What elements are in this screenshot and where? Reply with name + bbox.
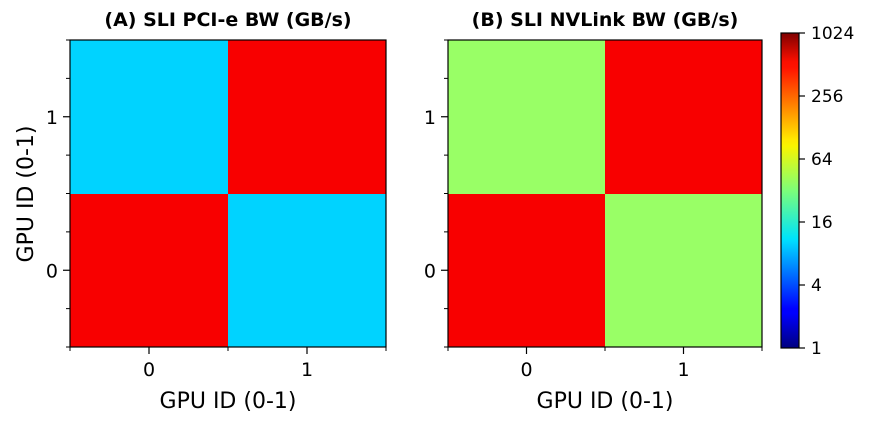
x-tick-label: 1 [677, 359, 689, 381]
panel-b-title: (B) SLI NVLink BW (GB/s) [472, 9, 739, 31]
colorbar-tick-label: 1 [811, 339, 822, 359]
panel-a-title: (A) SLI PCI-e BW (GB/s) [104, 9, 351, 31]
colorbar-tick-label: 64 [811, 150, 833, 170]
y-tick-label: 0 [424, 260, 436, 282]
x-tick-label: 1 [301, 359, 313, 381]
y-ticks: 01 [46, 39, 70, 348]
heatmap-cell [605, 193, 763, 348]
colorbar-tick-label: 16 [811, 213, 833, 233]
colorbar-ticks: 1 4 16 64 256 1024 [799, 24, 854, 359]
x-tick-label: 0 [520, 359, 532, 381]
y-tick-label: 1 [46, 107, 58, 129]
colorbar-tick-label: 1024 [811, 24, 854, 44]
y-tick-label: 0 [46, 260, 58, 282]
heatmap-cell [448, 193, 606, 348]
panel-b-x-axis-label: GPU ID (0-1) [537, 389, 674, 414]
panel-a-y-axis-label: GPU ID (0-1) [14, 126, 39, 263]
y-tick-label: 1 [424, 107, 436, 129]
colorbar-gradient [780, 32, 800, 349]
panel-a-x-axis-label: GPU ID (0-1) [160, 389, 297, 414]
heatmap-cell [228, 193, 387, 348]
colorbar-tick-label: 256 [811, 87, 843, 107]
colorbar: 1 4 16 64 256 1024 [780, 24, 854, 359]
heatmap-cell [70, 193, 229, 348]
heatmap-cell [70, 40, 229, 194]
heatmap-cell [605, 40, 763, 194]
heatmap-cells [448, 40, 763, 348]
colorbar-tick-label: 4 [811, 276, 822, 296]
y-ticks: 01 [424, 39, 448, 348]
x-tick-label: 0 [143, 359, 155, 381]
heatmap-cell [448, 40, 606, 194]
heatmap-cells [70, 40, 387, 348]
heatmap-cell [228, 40, 387, 194]
